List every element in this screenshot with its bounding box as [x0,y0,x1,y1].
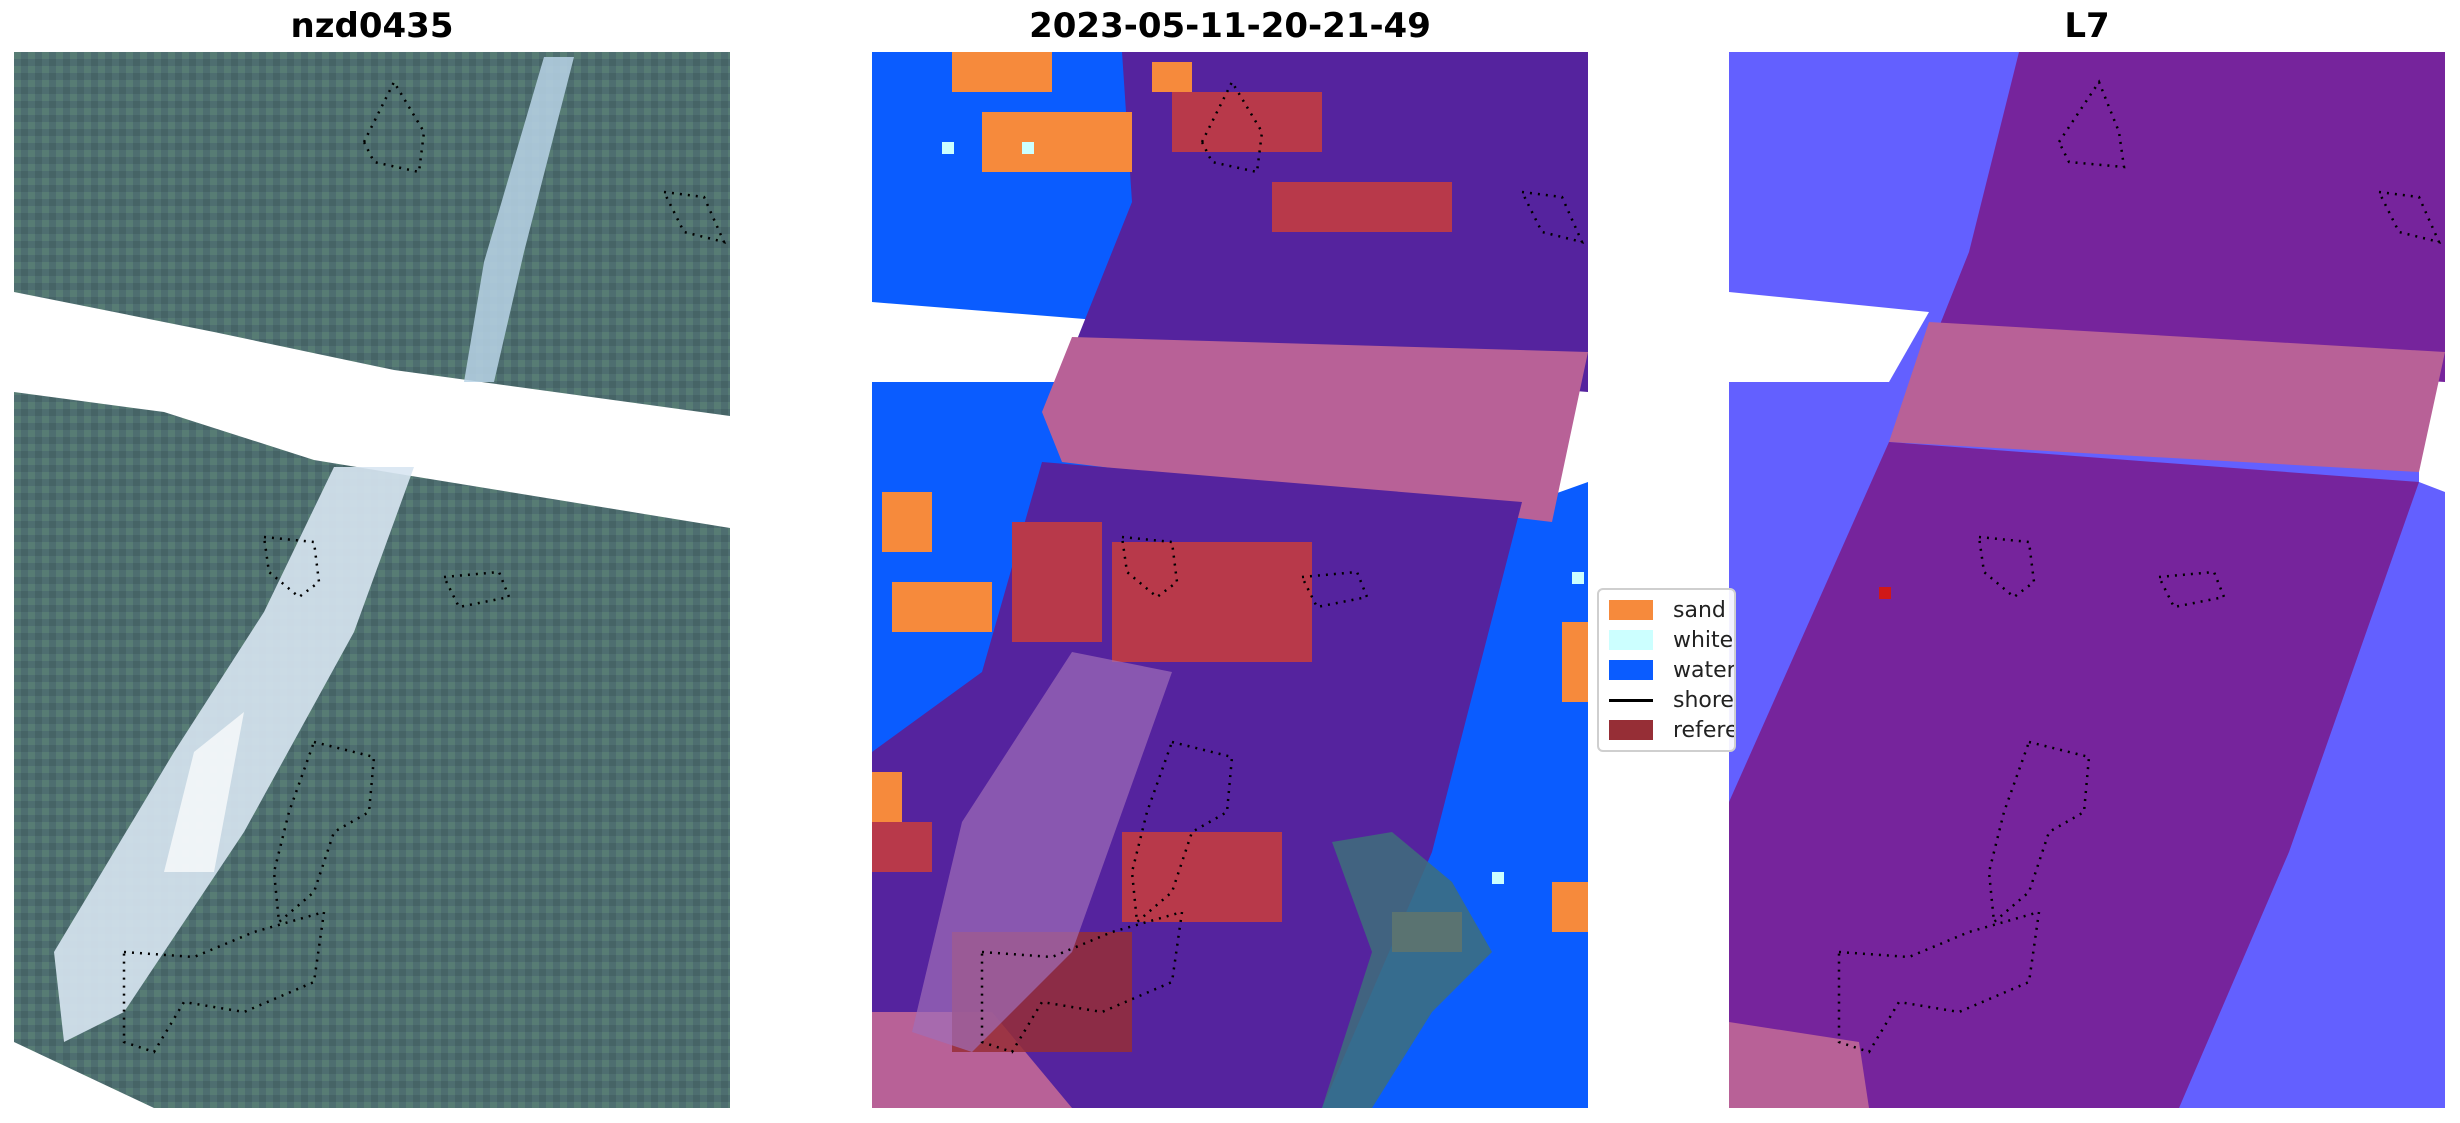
legend-swatch-whitewater [1609,630,1653,650]
shoreline-outline [122,79,727,1054]
panel-title-middle: 2023-05-11-20-21-49 [1029,6,1431,46]
satellite-image [14,52,730,1108]
legend-entry-water: water [1609,657,1736,683]
legend-entry-sand: sand [1609,597,1726,623]
satellite-image-panel [14,52,730,1108]
legend-swatch-sand [1609,600,1653,620]
shoreline-outline [1837,79,2442,1054]
legend-label: referen [1673,717,1734,743]
legend-entry-shoreline: shorel [1609,687,1736,713]
shoreline-outline [980,79,1585,1054]
legend-label: water [1673,657,1736,683]
legend-label: shorel [1673,687,1736,713]
classification-map-panel [872,52,1588,1108]
legend-swatch-reference [1609,720,1653,740]
classification-map [872,52,1588,1108]
panel-title-right: L7 [2064,6,2110,46]
legend-swatch-water [1609,660,1653,680]
legend-label: sand [1673,597,1726,623]
probability-map-panel [1729,52,2445,1108]
legend-line-shoreline [1609,698,1653,702]
class-patch [1172,92,1322,152]
legend-entry-reference: referen [1609,717,1734,743]
panel-title-left: nzd0435 [290,6,454,46]
probability-map [1729,52,2445,1108]
